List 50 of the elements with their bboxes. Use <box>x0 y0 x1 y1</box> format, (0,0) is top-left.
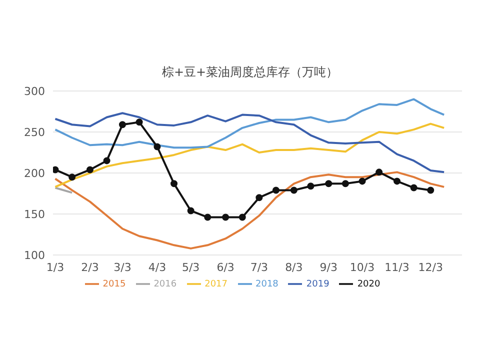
y-tick-label: 150 <box>24 208 45 221</box>
point <box>68 174 76 181</box>
point <box>325 180 332 188</box>
x-tick-label: 1/3 <box>46 260 64 274</box>
point <box>394 178 401 185</box>
legend-label: 2019 <box>306 279 330 290</box>
point <box>238 214 246 221</box>
point <box>358 178 366 185</box>
point <box>103 157 110 164</box>
legend-label: 2020 <box>357 279 380 290</box>
chart-title: 棕+豆+菜油周度总库存（万吨） <box>160 64 340 81</box>
point <box>272 186 280 194</box>
point <box>376 168 383 176</box>
point <box>204 214 212 221</box>
point <box>290 186 298 194</box>
y-tick-label: 300 <box>24 84 45 98</box>
point <box>118 121 126 128</box>
x-tick-label: 3/3 <box>114 260 132 274</box>
x-tick-label: 8/3 <box>285 260 303 274</box>
point <box>136 118 143 126</box>
legend-label: 2016 <box>154 279 177 290</box>
legend-label: 2017 <box>204 279 228 290</box>
y-tick-label: 200 <box>24 166 45 180</box>
point <box>342 180 349 188</box>
x-tick-label: 5/3 <box>182 260 200 274</box>
x-tick-label: 6/3 <box>216 260 234 274</box>
x-tick-label: 4/3 <box>148 260 166 274</box>
point <box>154 143 161 150</box>
legend-label: 2015 <box>102 279 126 290</box>
x-tick-label: 7/3 <box>250 260 268 274</box>
line-series <box>54 112 446 174</box>
point <box>427 186 434 194</box>
x-tick-label: 2/3 <box>81 260 99 274</box>
point <box>410 184 418 192</box>
y-tick-label: 100 <box>24 248 45 262</box>
line-series <box>54 98 446 149</box>
x-tick-label: 10/3 <box>350 260 375 274</box>
point <box>86 166 94 174</box>
point <box>256 194 263 202</box>
point <box>222 214 230 221</box>
x-tick-label: 12/3 <box>418 260 443 274</box>
point <box>307 182 314 190</box>
legend-label: 2018 <box>256 279 278 290</box>
line-series <box>54 122 446 188</box>
point <box>187 207 194 214</box>
x-tick-label: 9/3 <box>320 260 338 274</box>
y-tick-label: 250 <box>24 126 45 139</box>
x-tick-label: 11/3 <box>384 260 410 274</box>
point <box>53 166 59 174</box>
point <box>170 180 178 188</box>
